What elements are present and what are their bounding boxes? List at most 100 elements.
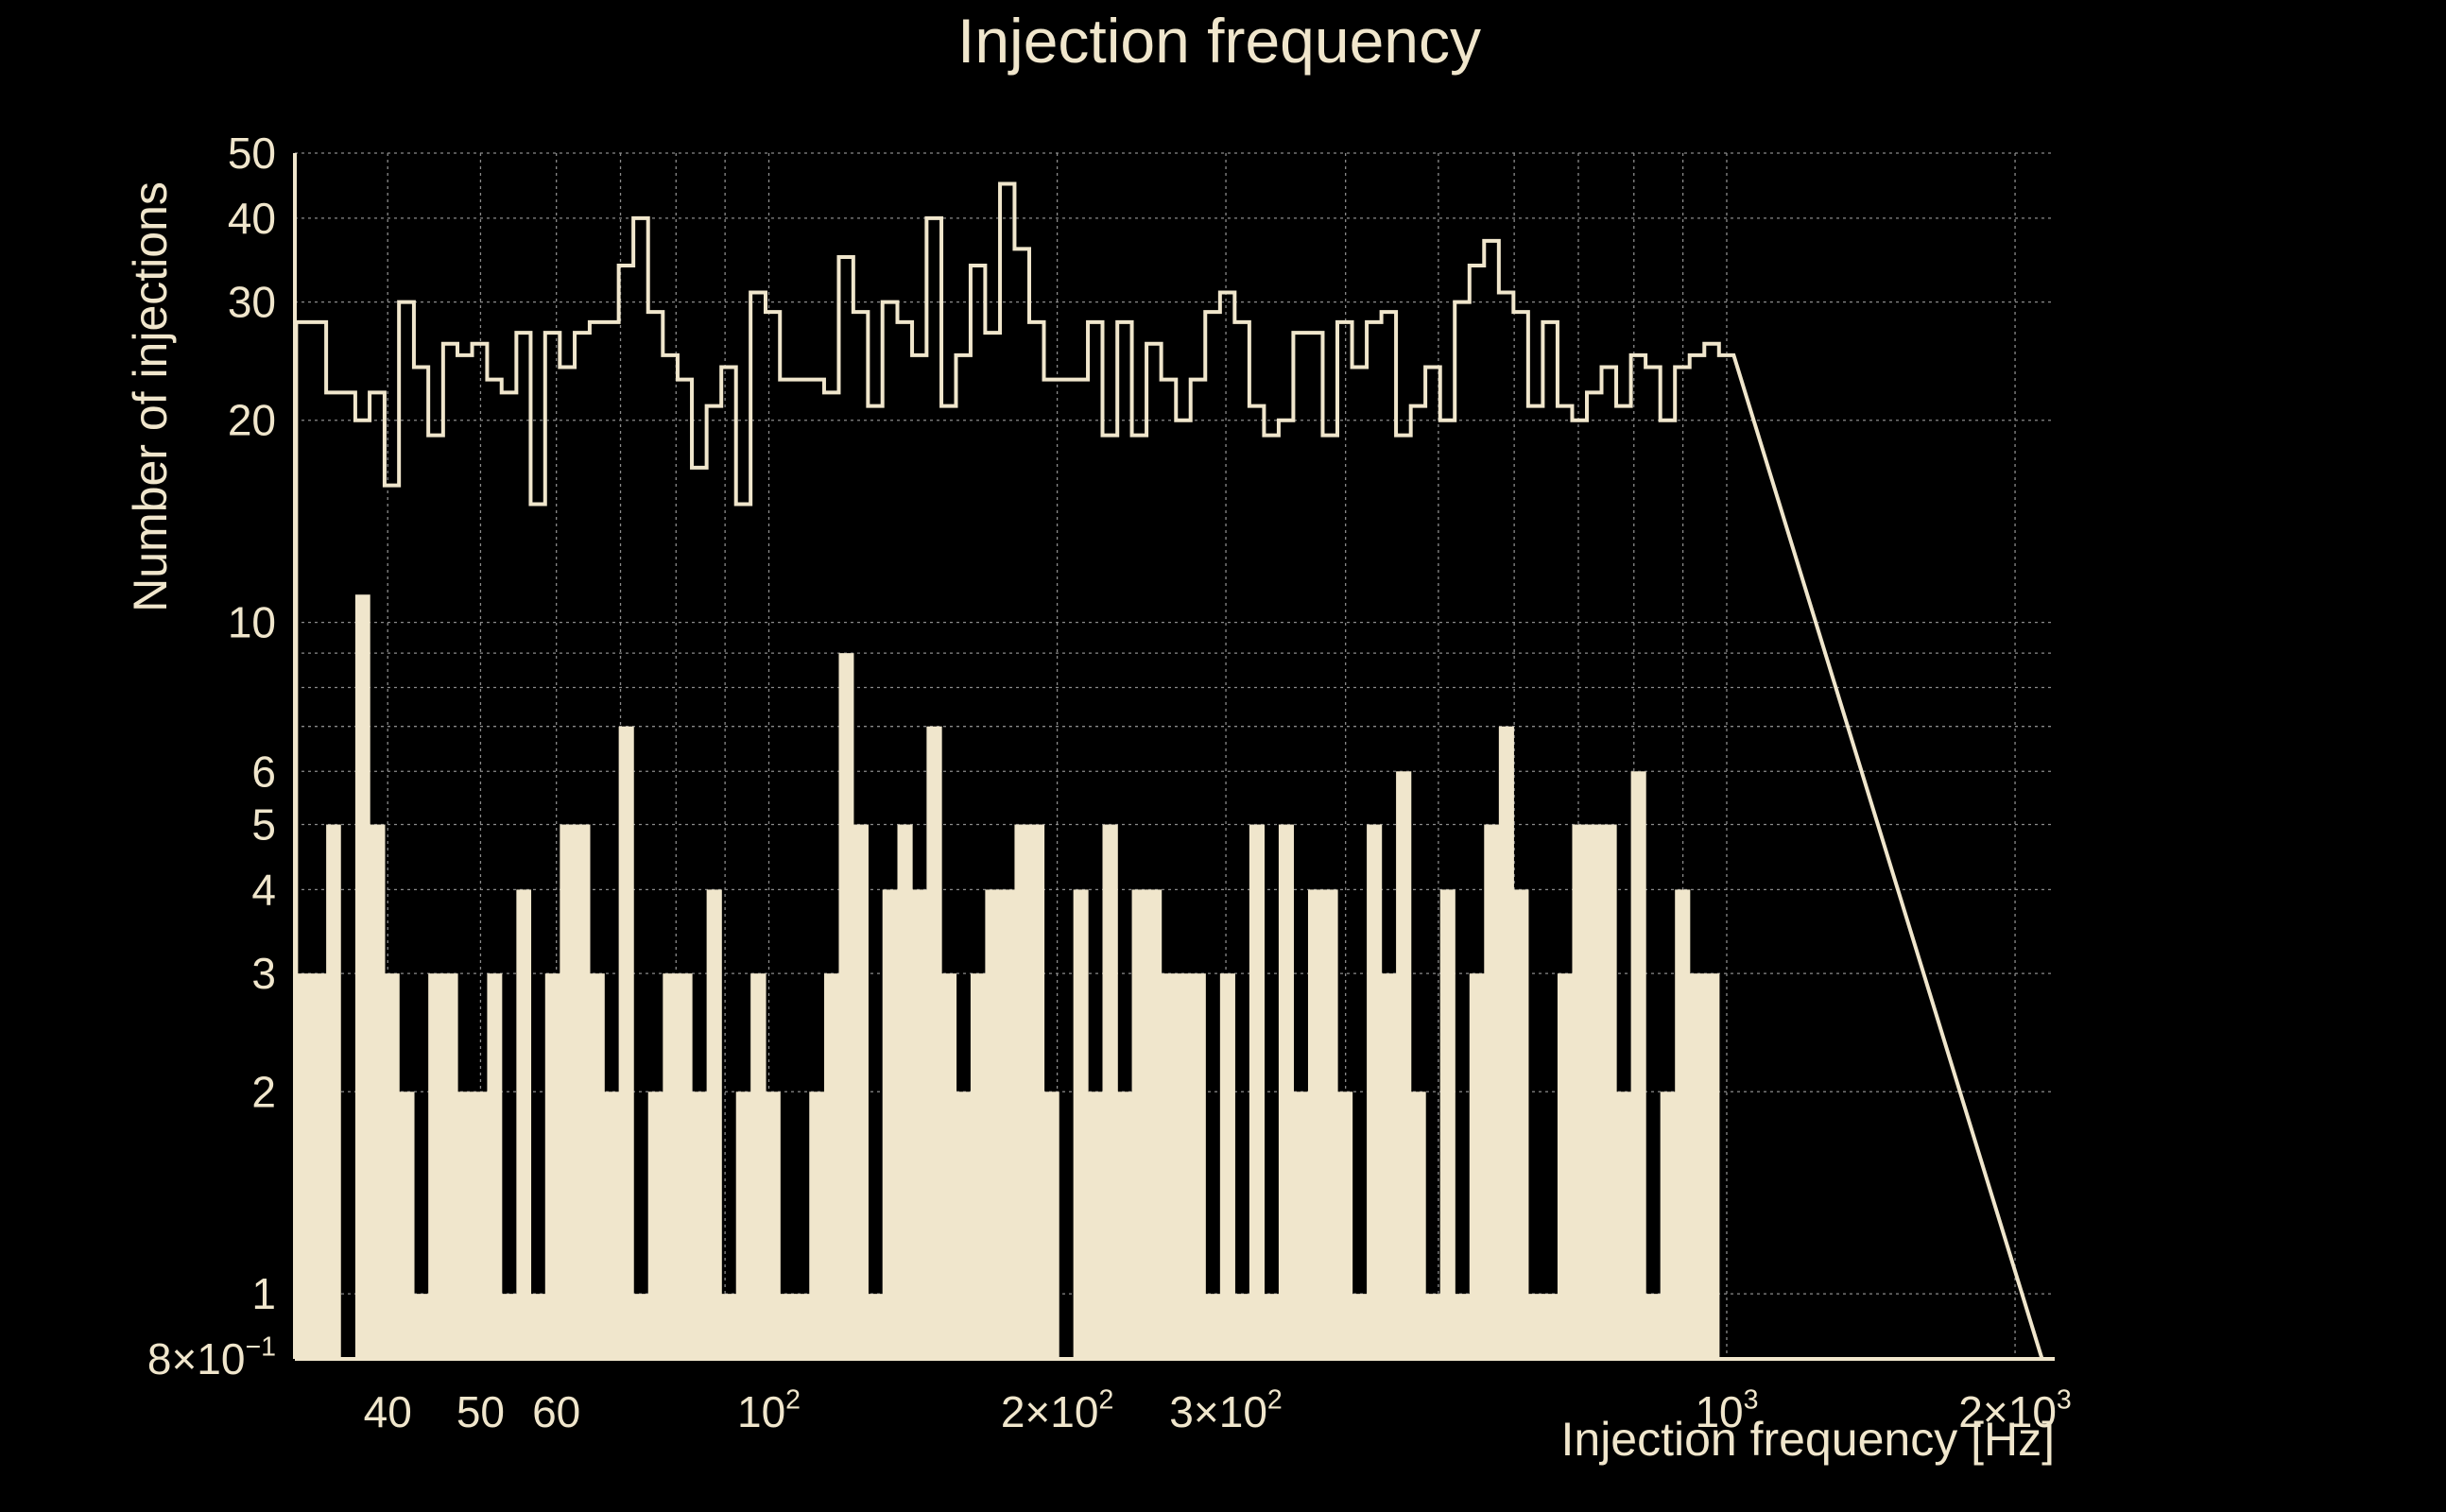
y-tick-label: 5: [251, 800, 276, 850]
histogram-bar: [647, 1091, 663, 1359]
histogram-bar: [692, 1091, 708, 1359]
y-tick-label: 4: [251, 865, 276, 914]
histogram-bar: [1352, 1294, 1368, 1359]
x-tick-label: 103: [1695, 1385, 1758, 1436]
histogram-bar: [809, 1091, 825, 1359]
x-tick-label: 50: [456, 1387, 505, 1436]
histogram-bar: [1484, 824, 1500, 1359]
x-tick-labels: 40 50 60 102 2×102 3×102 103 2×103: [364, 1385, 2072, 1436]
histogram-bar: [1410, 1091, 1426, 1359]
grid-lines: [295, 152, 2055, 1359]
histogram-bar: [1572, 824, 1588, 1359]
y-tick-label: 20: [228, 396, 276, 445]
y-tick-label: 1: [251, 1269, 276, 1318]
histogram-bar: [1176, 973, 1192, 1359]
histogram-bar: [1469, 973, 1485, 1359]
histogram-bar: [1029, 824, 1045, 1359]
histogram-bar: [1513, 889, 1529, 1359]
y-tick-label: 6: [251, 747, 276, 796]
histogram-bar: [706, 889, 722, 1359]
histogram-bar: [1587, 824, 1603, 1359]
histogram-bar: [1146, 889, 1163, 1359]
histogram-bar: [838, 653, 854, 1359]
step-line-series: [294, 181, 2044, 1360]
histogram-bar: [1219, 973, 1235, 1359]
histogram-bar: [1527, 1294, 1543, 1359]
y-tick-label: 2: [251, 1067, 276, 1116]
histogram-bar: [633, 1294, 649, 1359]
histogram-bar: [1704, 973, 1720, 1359]
histogram-bar: [544, 973, 560, 1359]
histogram-bar: [399, 1091, 415, 1359]
histogram-bar: [1630, 771, 1646, 1359]
histogram-bar: [456, 1091, 474, 1359]
y-tick-labels: 8×10−1 1 2 3 4 56 10 20 30 40 50: [147, 129, 276, 1383]
histogram-bar: [487, 973, 503, 1359]
step-line: [294, 181, 2044, 1360]
y-tick-label: 8×10−1: [147, 1332, 276, 1383]
histogram-bar: [326, 824, 341, 1359]
histogram-bar: [1645, 1294, 1662, 1359]
histogram-bar: [1014, 824, 1030, 1359]
histogram-bar: [1439, 889, 1456, 1359]
histogram-bar: [1000, 889, 1016, 1359]
histogram-bar: [1498, 726, 1514, 1359]
histogram-bar: [1396, 771, 1412, 1359]
histogram-bar: [882, 889, 899, 1359]
histogram-bar: [956, 1091, 972, 1359]
histogram-bar: [1557, 973, 1574, 1359]
histogram-bar: [618, 726, 634, 1359]
histogram-bar: [604, 1091, 620, 1359]
histogram-bar: [1234, 1294, 1250, 1359]
histogram-bar: [530, 1294, 546, 1359]
histogram-bar: [1601, 824, 1617, 1359]
histogram-bar: [1131, 889, 1147, 1359]
histogram-bar: [1455, 1294, 1471, 1359]
histogram-bar: [1278, 824, 1295, 1359]
histogram-bar: [794, 1294, 810, 1359]
histogram-bar: [941, 973, 957, 1359]
histogram-bar: [370, 824, 386, 1359]
histogram-bar: [1249, 824, 1265, 1359]
histogram-bar: [853, 824, 869, 1359]
histogram-bar: [1073, 889, 1089, 1359]
histogram-bar: [1425, 1294, 1441, 1359]
histogram-bar: [1307, 889, 1324, 1359]
y-axis-label: Number of injections: [124, 181, 177, 612]
histogram-bar: [1043, 1091, 1059, 1359]
x-axis-label: Injection frequency [Hz]: [1561, 1413, 2056, 1466]
y-tick-label: 50: [228, 129, 276, 178]
x-tick-label: 102: [737, 1385, 801, 1436]
histogram-bar: [1205, 1294, 1221, 1359]
histogram-bar: [442, 973, 458, 1359]
histogram-bar: [1381, 973, 1397, 1359]
histogram-bar: [1367, 824, 1383, 1359]
histogram-bar: [1293, 1091, 1309, 1359]
histogram-bar: [897, 824, 913, 1359]
chart-title: Injection frequency: [957, 6, 1481, 76]
histogram-bar: [1117, 1091, 1133, 1359]
histogram-bar: [1675, 889, 1691, 1359]
bars-series: [296, 594, 1720, 1359]
histogram-bar: [663, 973, 679, 1359]
histogram-bar: [589, 973, 605, 1359]
histogram-bar: [1264, 1294, 1280, 1359]
histogram-bar: [1616, 1091, 1632, 1359]
histogram-bar: [384, 973, 400, 1359]
histogram-bar: [1689, 973, 1705, 1359]
histogram-bar: [926, 726, 942, 1359]
histogram-bar: [311, 973, 327, 1359]
histogram-bar: [750, 973, 767, 1359]
histogram-bar: [735, 1091, 751, 1359]
histogram-bar: [428, 973, 444, 1359]
histogram-bar: [354, 594, 370, 1359]
histogram-bar: [912, 889, 927, 1359]
histogram-bar: [1337, 1091, 1353, 1359]
axes: [293, 153, 2055, 1361]
histogram-bar: [721, 1294, 737, 1359]
histogram-bar: [823, 973, 840, 1359]
histogram-bar: [677, 973, 693, 1359]
x-tick-label: 40: [364, 1387, 412, 1436]
histogram-bar: [1322, 889, 1338, 1359]
